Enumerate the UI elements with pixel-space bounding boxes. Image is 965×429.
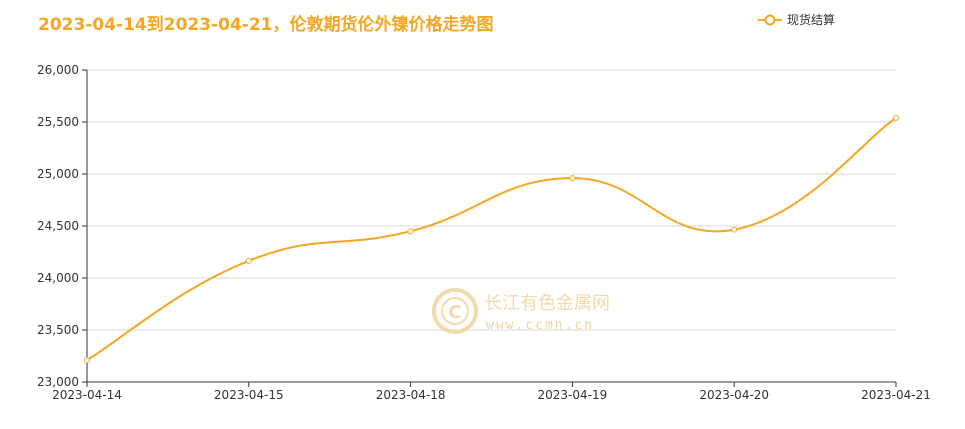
y-tick-label: 24,000	[37, 271, 79, 285]
data-point	[245, 257, 252, 264]
watermark-logo-icon	[432, 288, 478, 334]
y-tick-label: 23,000	[37, 375, 79, 389]
x-axis-labels: 2023-04-14 2023-04-15 2023-04-18 2023-04-19…	[52, 388, 931, 402]
series-line	[86, 117, 897, 362]
series-layer	[84, 114, 899, 364]
x-tick-label: 2023-04-20	[699, 388, 769, 402]
y-tick-label: 25,500	[37, 115, 79, 129]
data-point	[407, 228, 414, 235]
watermark-name: 长江有色金属网	[484, 293, 610, 314]
y-tick-label: 24,500	[37, 219, 79, 233]
gridlines	[87, 69, 896, 331]
x-tick-label: 2023-04-15	[214, 388, 284, 402]
data-point	[731, 226, 738, 233]
x-tick-label: 2023-04-21	[861, 388, 931, 402]
data-point	[569, 175, 576, 182]
data-point	[893, 114, 899, 121]
watermark-logo-letter: C	[448, 302, 461, 323]
legend-line-marker-icon	[758, 14, 782, 25]
y-tick-label: 23,500	[37, 323, 79, 337]
watermark-url: www.ccmn.cn	[486, 318, 594, 333]
chart-title: 2023-04-14到2023-04-21，伦敦期货伦外镍价格走势图	[38, 15, 494, 35]
legend-label: 现货结算	[787, 13, 836, 27]
legend[interactable]: 现货结算	[758, 11, 835, 28]
watermark: C 长江有色金属网 www.ccmn.cn	[432, 288, 610, 334]
y-tick-label: 25,000	[37, 167, 79, 181]
axes	[82, 69, 897, 387]
y-tick-label: 26,000	[37, 63, 79, 77]
data-point	[84, 357, 90, 364]
x-tick-label: 2023-04-19	[538, 388, 608, 402]
y-axis-labels: 23,000 23,500 24,000 24,500 25,000 25,500 26,0…	[37, 63, 79, 389]
x-tick-label: 2023-04-14	[52, 388, 122, 402]
x-tick-label: 2023-04-18	[376, 388, 446, 402]
